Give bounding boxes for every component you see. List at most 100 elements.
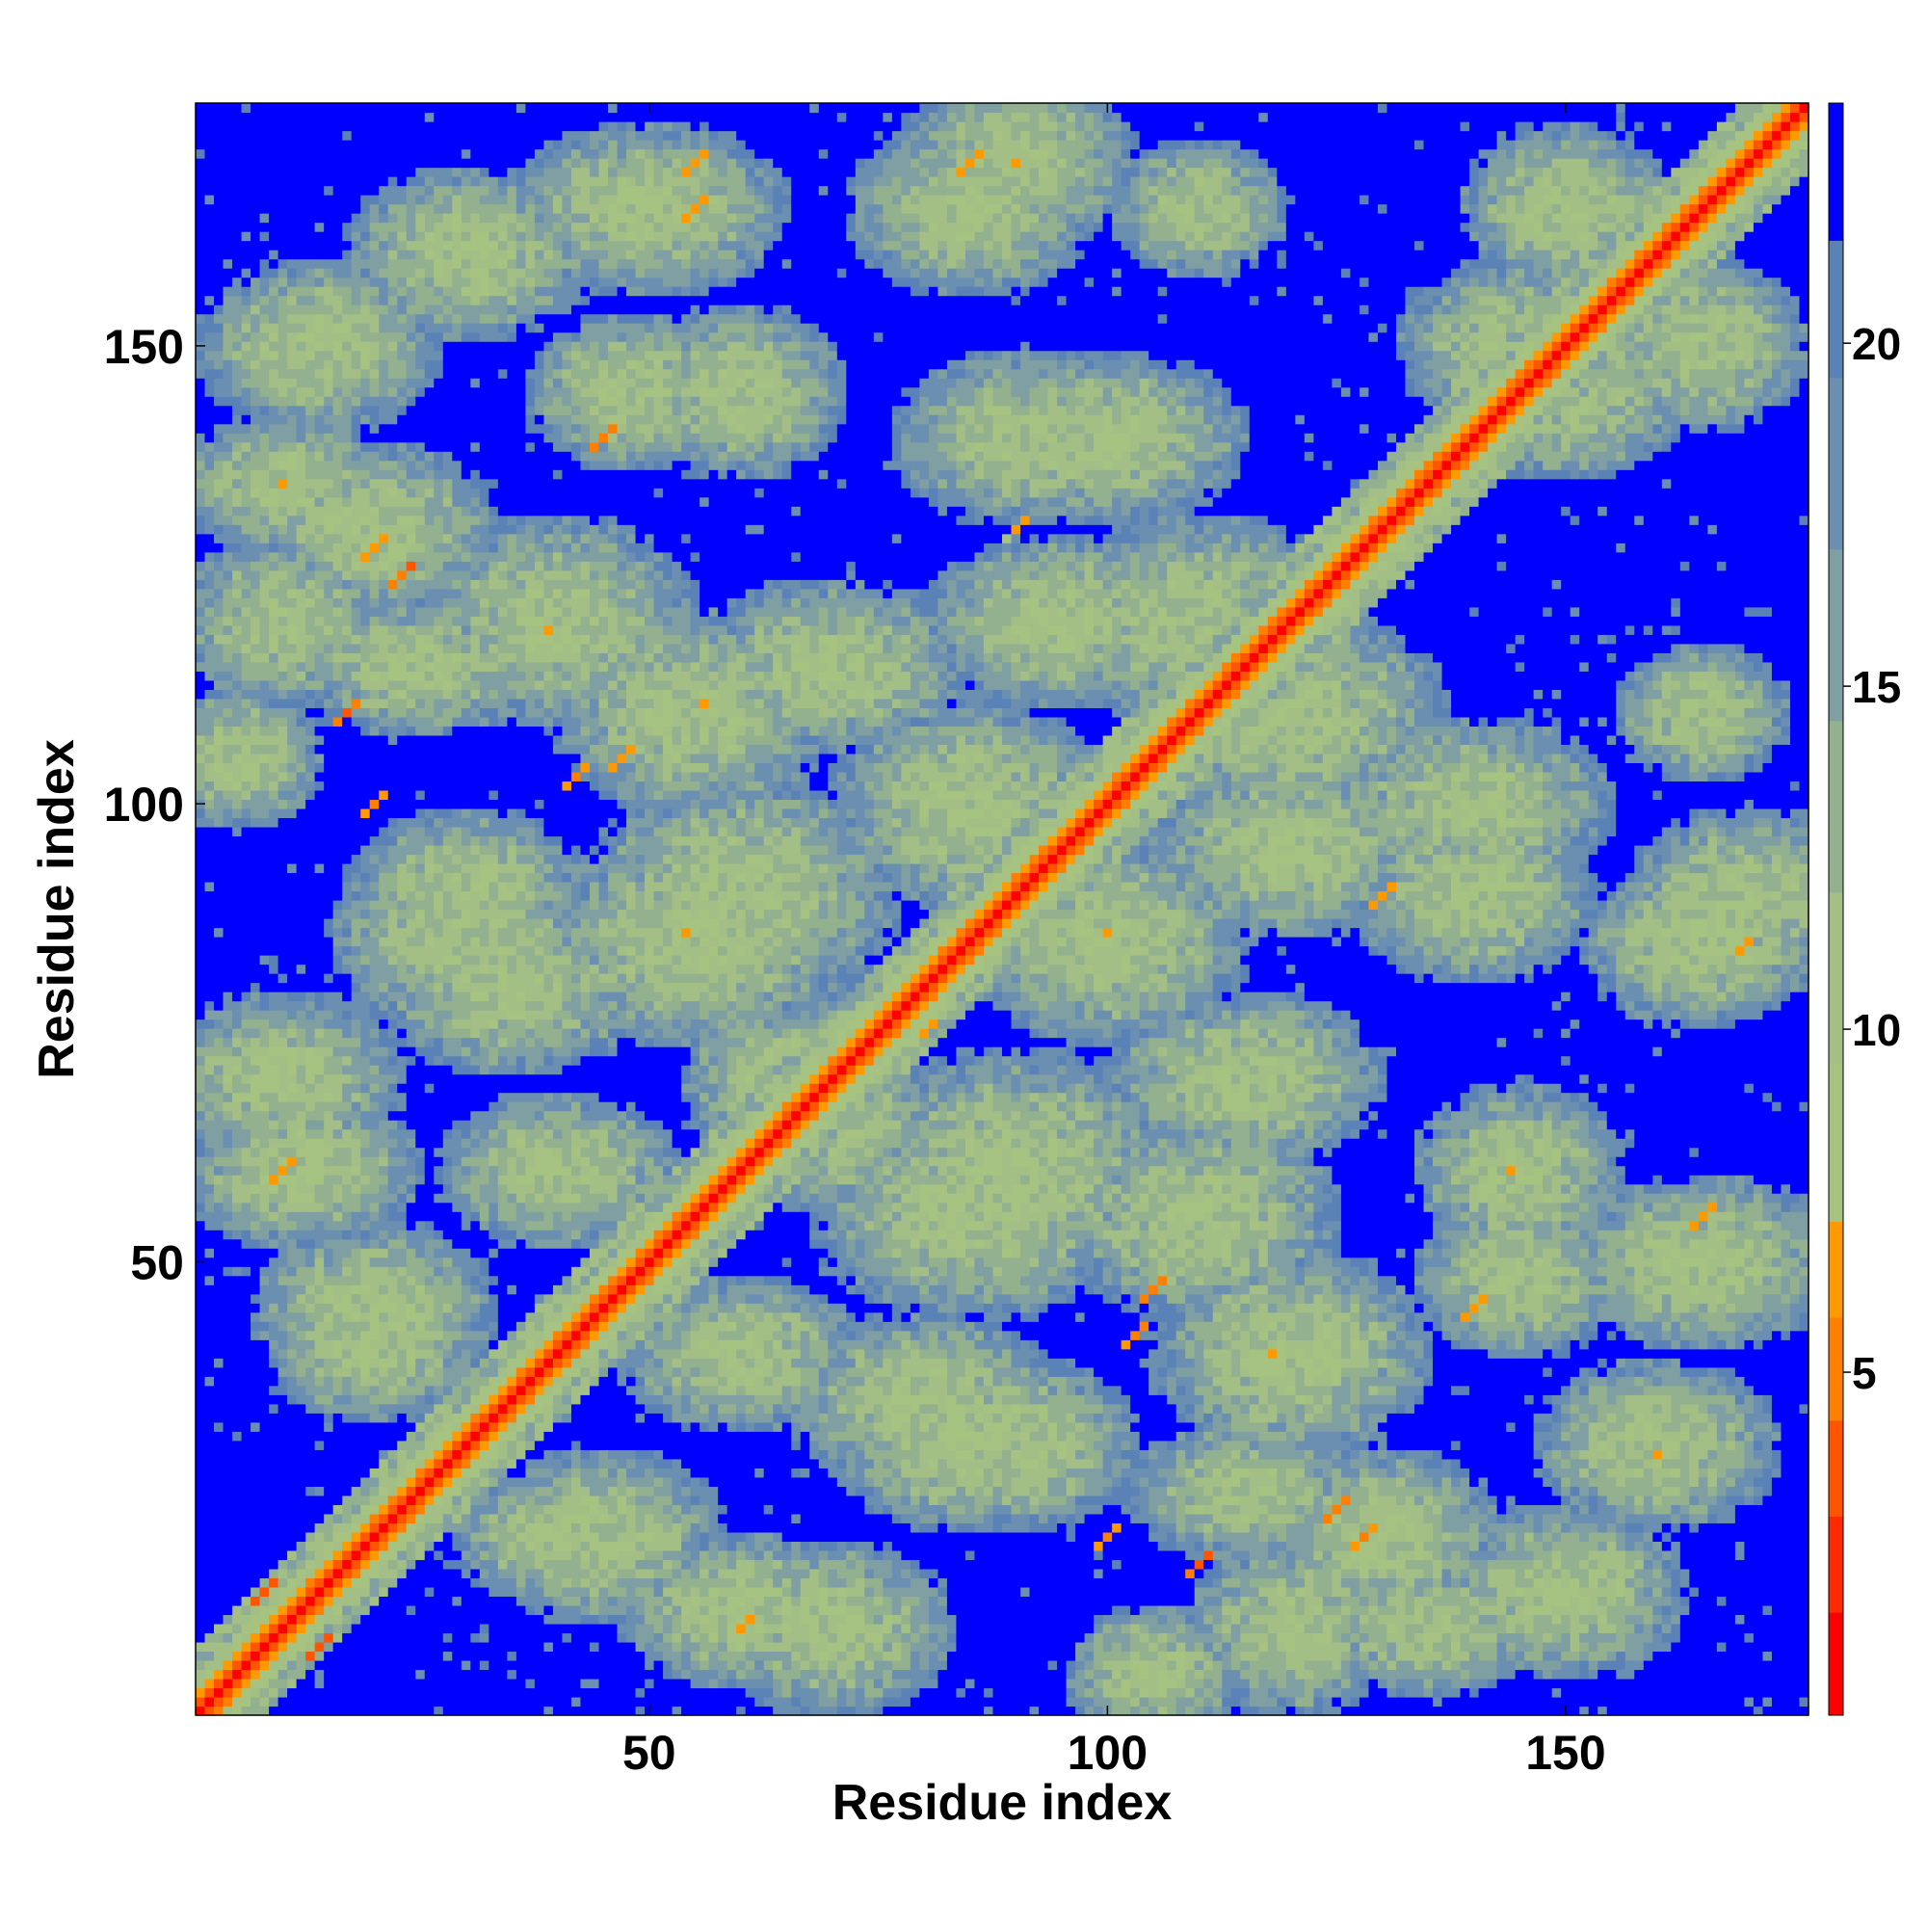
heatmap-cell [251,1440,261,1450]
heatmap-cell [223,734,233,745]
heatmap-cell [277,955,288,966]
heatmap-cell [296,222,306,232]
heatmap-cell [332,1678,343,1689]
heatmap-cell [314,1128,325,1139]
heatmap-cell [214,433,224,443]
heatmap-cell [223,1604,233,1616]
heatmap-cell [415,781,426,791]
heatmap-cell [424,231,435,242]
heatmap-cell [387,661,398,672]
heatmap-cell [287,569,298,580]
heatmap-cell [196,506,206,516]
heatmap-cell [296,771,306,782]
heatmap-cell [259,844,270,856]
heatmap-cell [241,441,251,452]
heatmap-cell [415,624,426,635]
heatmap-cell [241,1165,251,1176]
heatmap-cell [314,634,325,645]
heatmap-cell [269,323,279,333]
heatmap-cell [204,433,215,443]
heatmap-cell [232,927,243,938]
heatmap-cell [387,734,398,745]
heatmap-cell [415,1687,426,1698]
heatmap-cell [314,213,325,224]
heatmap-cell [324,258,334,269]
heatmap-cell [351,1275,361,1285]
heatmap-cell [434,148,444,159]
heatmap-cell [351,1238,361,1249]
heatmap-cell [223,1366,233,1377]
heatmap-cell [397,1641,408,1653]
heatmap-cell [324,1037,334,1047]
heatmap-cell [232,1358,243,1368]
heatmap-cell [351,1339,361,1350]
heatmap-cell [342,1659,353,1671]
heatmap-cell [296,1659,306,1671]
heatmap-cell [214,1522,224,1533]
heatmap-cell [305,1413,316,1423]
heatmap-cell [379,689,389,700]
heatmap-cell [232,1147,243,1157]
heatmap-cell [342,496,353,507]
heatmap-cell [406,955,416,966]
heatmap-cell [369,1623,380,1634]
heatmap-cell [251,964,261,974]
heatmap-cell [351,203,361,214]
heatmap-cell [269,258,279,269]
heatmap-cell [296,1120,306,1130]
heatmap-cell [223,378,233,388]
heatmap-cell [442,1120,453,1130]
heatmap-cell [424,927,435,938]
heatmap-cell [369,1413,380,1423]
heatmap-cell [305,1238,316,1249]
heatmap-cell [452,1220,462,1231]
heatmap-cell [342,203,353,214]
heatmap-cell [415,1586,426,1598]
heatmap-cell [442,973,453,984]
heatmap-cell [196,1010,206,1020]
heatmap-cell [415,1476,426,1487]
heatmap-cell [397,1193,408,1204]
heatmap-cell [342,1202,353,1212]
heatmap-cell [369,1651,380,1661]
heatmap-cell [324,304,334,315]
heatmap-cell [342,1248,353,1258]
heatmap-cell [442,195,453,205]
heatmap-cell [296,1028,306,1039]
heatmap-cell [342,1641,353,1653]
heatmap-cell [324,1101,334,1112]
heatmap-cell [332,799,343,809]
heatmap-cell [204,1531,215,1542]
heatmap-cell [196,441,206,452]
heatmap-cell [406,386,416,397]
heatmap-cell [296,1696,306,1707]
heatmap-cell [406,817,416,828]
heatmap-cell [269,1293,279,1304]
heatmap-cell [277,1147,288,1157]
heatmap-cell [452,1449,462,1460]
heatmap-cell [314,533,325,543]
heatmap-cell [387,331,398,342]
heatmap-cell [305,231,316,242]
heatmap-cell [369,964,380,974]
heatmap-cell [223,304,233,315]
heatmap-cell [351,1577,361,1588]
heatmap-cell [342,231,353,242]
heatmap-cell [251,1183,261,1194]
heatmap-cell [387,1073,398,1084]
heatmap-cell [241,1037,251,1047]
heatmap-cell [434,1531,444,1542]
heatmap-cell [305,1284,316,1295]
heatmap-cell [351,1531,361,1542]
heatmap-cell [232,781,243,791]
heatmap-cell [442,1687,453,1698]
heatmap-cell [452,1147,462,1157]
heatmap-cell [424,881,435,892]
heatmap-cell [324,1568,334,1579]
heatmap-cell [241,1257,251,1267]
heatmap-cell [204,789,215,801]
heatmap-cell [424,350,435,360]
heatmap-cell [397,286,408,297]
heatmap-cell [397,734,408,745]
heatmap-cell [214,1311,224,1322]
